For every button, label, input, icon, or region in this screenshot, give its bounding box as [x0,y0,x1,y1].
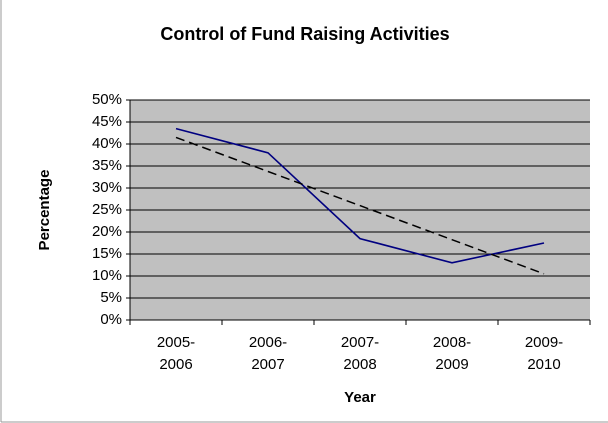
y-tick-label: 20% [92,223,122,240]
y-tick-label: 40% [92,135,122,152]
chart-title: Control of Fund Raising Activities [160,24,449,44]
data-line [175,127,545,264]
x-tick-label: 2005-2006 [156,334,196,373]
x-tick-label: 2009-2010 [524,334,564,373]
x-axis-label: Year [344,389,376,406]
y-tick-label: 25% [92,201,122,218]
y-tick-label: 10% [92,267,122,284]
x-tick-label: 2008-2009 [432,334,472,373]
x-tick-label: 2006-2007 [248,334,288,373]
trend-line [175,136,545,275]
y-tick-label: 0% [100,311,122,328]
x-tick-label: 2007-2008 [340,334,380,373]
y-tick-label: 5% [100,289,122,306]
y-tick-label: 30% [92,179,122,196]
y-tick-label: 15% [92,245,122,262]
y-tick-label: 50% [92,91,122,108]
y-tick-label: 45% [92,113,122,130]
y-axis-label: Percentage [36,170,53,251]
y-tick-label: 35% [92,157,122,174]
